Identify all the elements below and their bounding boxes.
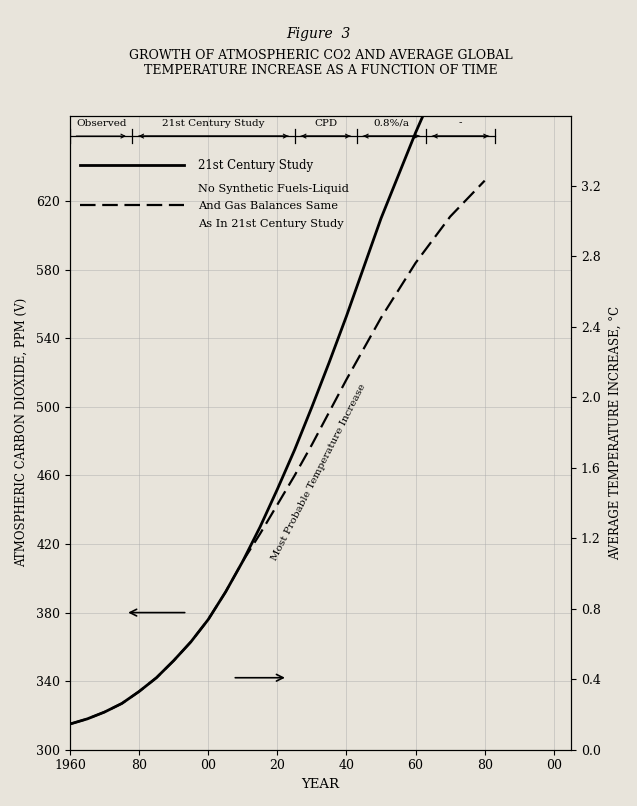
Text: 21st Century Study: 21st Century Study [198,159,313,172]
Text: As In 21st Century Study: As In 21st Century Study [198,218,343,229]
X-axis label: YEAR: YEAR [301,778,340,791]
Text: 21st Century Study: 21st Century Study [162,118,265,127]
Title: GROWTH OF ATMOSPHERIC CO2 AND AVERAGE GLOBAL
TEMPERATURE INCREASE AS A FUNCTION : GROWTH OF ATMOSPHERIC CO2 AND AVERAGE GL… [129,49,512,77]
Text: Observed: Observed [76,118,126,127]
Text: And Gas Balances Same: And Gas Balances Same [198,202,338,211]
Text: Most Probable Temperature Increase: Most Probable Temperature Increase [270,382,368,562]
Text: -: - [459,118,462,127]
Text: CPD: CPD [314,118,338,127]
Y-axis label: ATMOSPHERIC CARBON DIOXIDE, PPM (V): ATMOSPHERIC CARBON DIOXIDE, PPM (V) [15,298,28,567]
Y-axis label: AVERAGE TEMPERATURE INCREASE, °C: AVERAGE TEMPERATURE INCREASE, °C [609,305,622,559]
Text: Figure  3: Figure 3 [286,27,351,41]
Text: No Synthetic Fuels-Liquid: No Synthetic Fuels-Liquid [198,185,349,194]
Text: 0.8%/a: 0.8%/a [373,118,410,127]
